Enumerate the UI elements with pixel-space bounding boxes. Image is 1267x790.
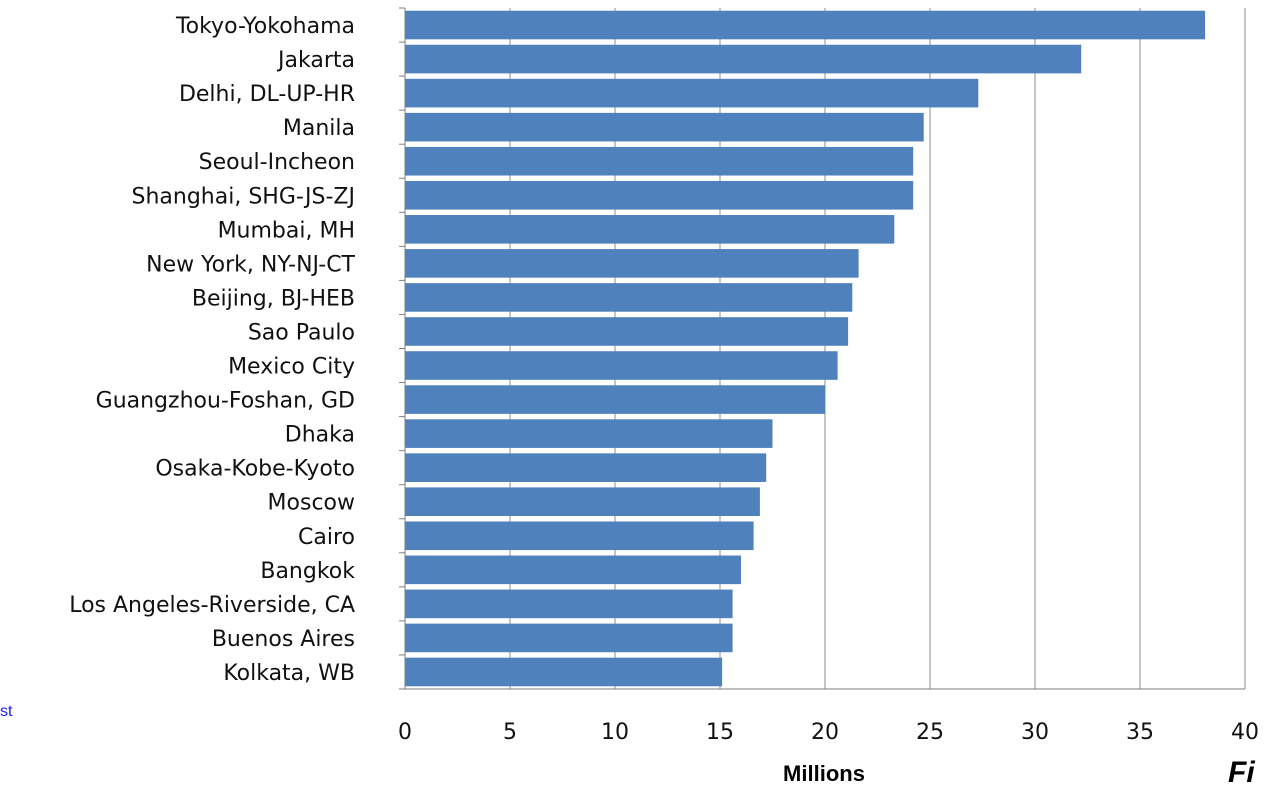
category-label: Kolkata, WB xyxy=(223,661,355,686)
category-label: Bangkok xyxy=(260,559,355,584)
bar xyxy=(405,10,1206,40)
x-tick-label: 40 xyxy=(1231,720,1259,745)
bar xyxy=(405,317,849,346)
bar xyxy=(405,112,924,142)
category-label: Dhaka xyxy=(285,423,355,448)
x-tick-label: 5 xyxy=(503,720,517,745)
x-tick-label: 35 xyxy=(1126,720,1154,745)
category-label: Guangzhou-Foshan, GD xyxy=(96,389,355,414)
side-fragment-text: st xyxy=(0,703,13,720)
category-label: Jakarta xyxy=(276,48,355,73)
bar xyxy=(405,180,914,210)
category-label: New York, NY-NJ-CT xyxy=(146,252,355,277)
category-label: Beijing, BJ-HEB xyxy=(192,286,355,311)
category-label: Mumbai, MH xyxy=(218,218,355,243)
category-label: Tokyo-Yokohama xyxy=(175,14,355,39)
bar xyxy=(405,487,760,517)
category-label: Mexico City xyxy=(228,355,355,380)
category-label: Manila xyxy=(283,116,355,141)
bar xyxy=(405,453,767,482)
x-axis-title: Millions xyxy=(783,761,865,784)
bars xyxy=(405,10,1206,687)
axes xyxy=(399,7,1245,690)
bar xyxy=(405,419,773,448)
category-label: Cairo xyxy=(298,525,355,550)
x-tick-label: 10 xyxy=(601,720,629,745)
gridlines xyxy=(509,8,1246,689)
bar xyxy=(405,555,741,585)
bar xyxy=(405,78,979,108)
category-label: Shanghai, SHG-JS-ZJ xyxy=(132,184,356,209)
bar xyxy=(405,146,914,176)
x-tick-label: 15 xyxy=(706,720,734,745)
bar xyxy=(405,589,733,619)
category-label: Sao Paulo xyxy=(248,320,355,345)
x-tick-labels: 0 5 10 15 20 25 30 35 40 xyxy=(398,720,1259,745)
bar xyxy=(405,385,825,414)
category-label: Delhi, DL-UP-HR xyxy=(179,82,355,107)
category-label: Seoul-Incheon xyxy=(199,150,355,175)
x-tick-label: 30 xyxy=(1021,720,1049,745)
bar xyxy=(405,44,1082,74)
category-label: Buenos Aires xyxy=(212,627,355,652)
x-tick-label: 20 xyxy=(811,720,839,745)
bar xyxy=(405,215,895,244)
category-labels: Tokyo-Yokohama Jakarta Delhi, DL-UP-HR Mani… xyxy=(69,14,355,686)
bar xyxy=(405,521,754,551)
x-tick-label: 25 xyxy=(916,720,944,745)
bar xyxy=(405,351,838,380)
category-label: Moscow xyxy=(268,491,355,516)
bar xyxy=(405,657,723,687)
x-tick-label: 0 xyxy=(398,720,412,745)
bar xyxy=(405,623,733,653)
category-label: Los Angeles-Riverside, CA xyxy=(69,593,355,618)
corner-fragment-text: Fi xyxy=(1228,756,1255,789)
bar xyxy=(405,283,853,312)
category-label: Osaka-Kobe-Kyoto xyxy=(155,457,355,482)
bar xyxy=(405,249,859,278)
